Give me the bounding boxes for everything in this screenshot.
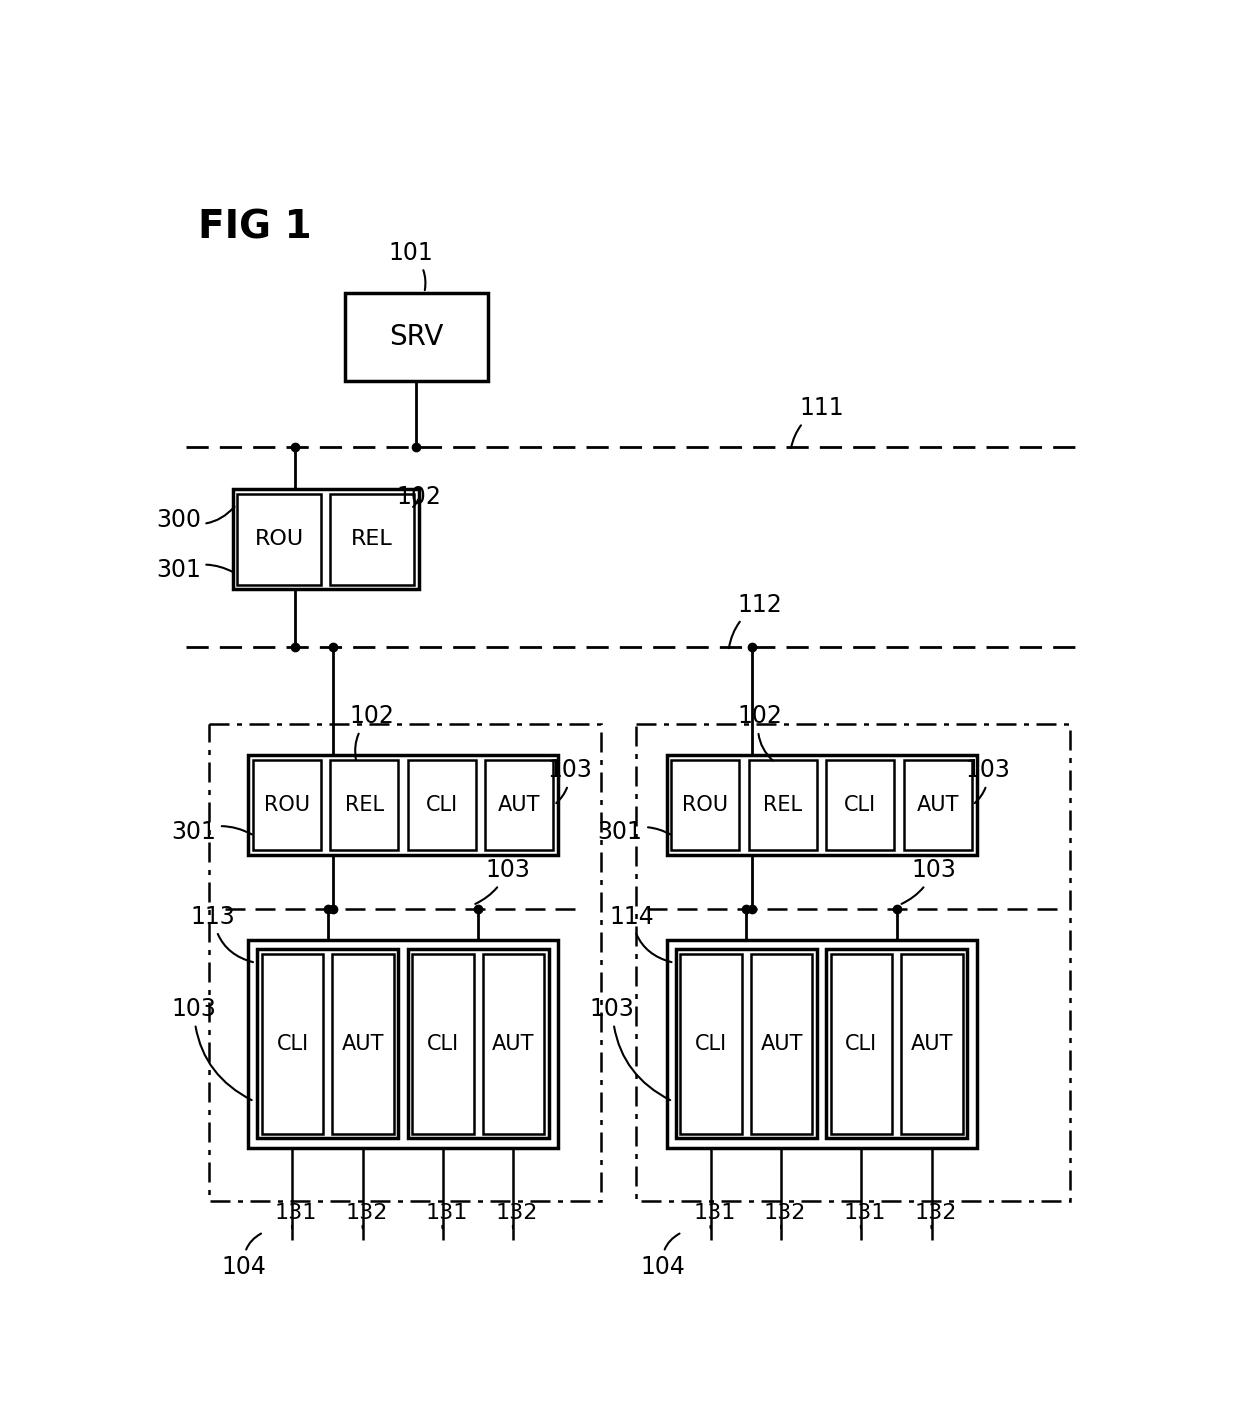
Text: 131: 131 [425, 1203, 467, 1229]
Text: AUT: AUT [910, 1034, 954, 1053]
Text: AUT: AUT [492, 1034, 534, 1053]
Text: 104: 104 [640, 1233, 684, 1278]
Text: 131: 131 [693, 1203, 735, 1229]
Text: 301: 301 [156, 559, 234, 583]
Text: 300: 300 [156, 506, 234, 532]
Bar [412, 953, 474, 1134]
Text: 132: 132 [496, 1203, 538, 1229]
Bar [831, 953, 892, 1134]
Bar [635, 724, 1069, 1202]
Bar [330, 759, 398, 850]
Bar [408, 759, 476, 850]
Text: 102: 102 [737, 704, 782, 761]
Text: 103: 103 [171, 997, 252, 1100]
Bar [904, 759, 972, 850]
Text: AUT: AUT [498, 795, 541, 814]
Bar [330, 493, 414, 585]
Text: AUT: AUT [916, 795, 959, 814]
Text: 132: 132 [914, 1203, 956, 1229]
Bar [258, 949, 398, 1138]
Text: ROU: ROU [682, 795, 728, 814]
Text: AUT: AUT [342, 1034, 384, 1053]
Bar [826, 759, 894, 850]
Text: CLI: CLI [425, 795, 458, 814]
Text: AUT: AUT [760, 1034, 802, 1053]
Text: SRV: SRV [389, 324, 444, 351]
Bar [667, 755, 977, 855]
Text: 112: 112 [729, 592, 782, 648]
Text: 104: 104 [222, 1233, 267, 1278]
Text: 102: 102 [350, 704, 394, 759]
Bar [237, 493, 321, 585]
Bar [667, 940, 977, 1148]
Bar [826, 949, 967, 1138]
Text: 301: 301 [598, 820, 671, 844]
Text: 102: 102 [396, 485, 441, 509]
Text: 103: 103 [966, 758, 1011, 803]
Bar [408, 949, 549, 1138]
Text: REL: REL [763, 795, 802, 814]
Text: 103: 103 [901, 858, 956, 904]
Text: 101: 101 [388, 240, 433, 290]
Text: CLI: CLI [846, 1034, 878, 1053]
Text: FIG 1: FIG 1 [197, 208, 311, 246]
Bar [671, 759, 739, 850]
Bar [262, 953, 324, 1134]
Bar [681, 953, 742, 1134]
Bar [751, 953, 812, 1134]
Text: REL: REL [351, 529, 393, 549]
Text: 103: 103 [590, 997, 670, 1100]
Bar [248, 940, 558, 1148]
Text: 131: 131 [275, 1203, 317, 1229]
Text: REL: REL [345, 795, 384, 814]
Text: 131: 131 [843, 1203, 887, 1229]
Text: CLI: CLI [277, 1034, 309, 1053]
Text: ROU: ROU [254, 529, 304, 549]
Bar [485, 759, 553, 850]
Bar [482, 953, 544, 1134]
Text: 111: 111 [791, 396, 843, 448]
Text: CLI: CLI [694, 1034, 727, 1053]
Bar [332, 953, 394, 1134]
Text: 114: 114 [609, 905, 672, 962]
Text: 132: 132 [346, 1203, 388, 1229]
Text: 301: 301 [171, 820, 252, 844]
Bar [749, 759, 817, 850]
Text: 113: 113 [191, 905, 253, 962]
Text: CLI: CLI [844, 795, 877, 814]
Bar [253, 759, 321, 850]
Bar [210, 724, 600, 1202]
Bar [248, 755, 558, 855]
Text: CLI: CLI [427, 1034, 459, 1053]
Bar [233, 489, 419, 590]
Text: 103: 103 [547, 758, 591, 803]
Bar [676, 949, 817, 1138]
Text: 132: 132 [764, 1203, 806, 1229]
Bar [345, 293, 489, 382]
Bar [901, 953, 962, 1134]
Text: ROU: ROU [264, 795, 310, 814]
Text: 103: 103 [475, 858, 529, 904]
